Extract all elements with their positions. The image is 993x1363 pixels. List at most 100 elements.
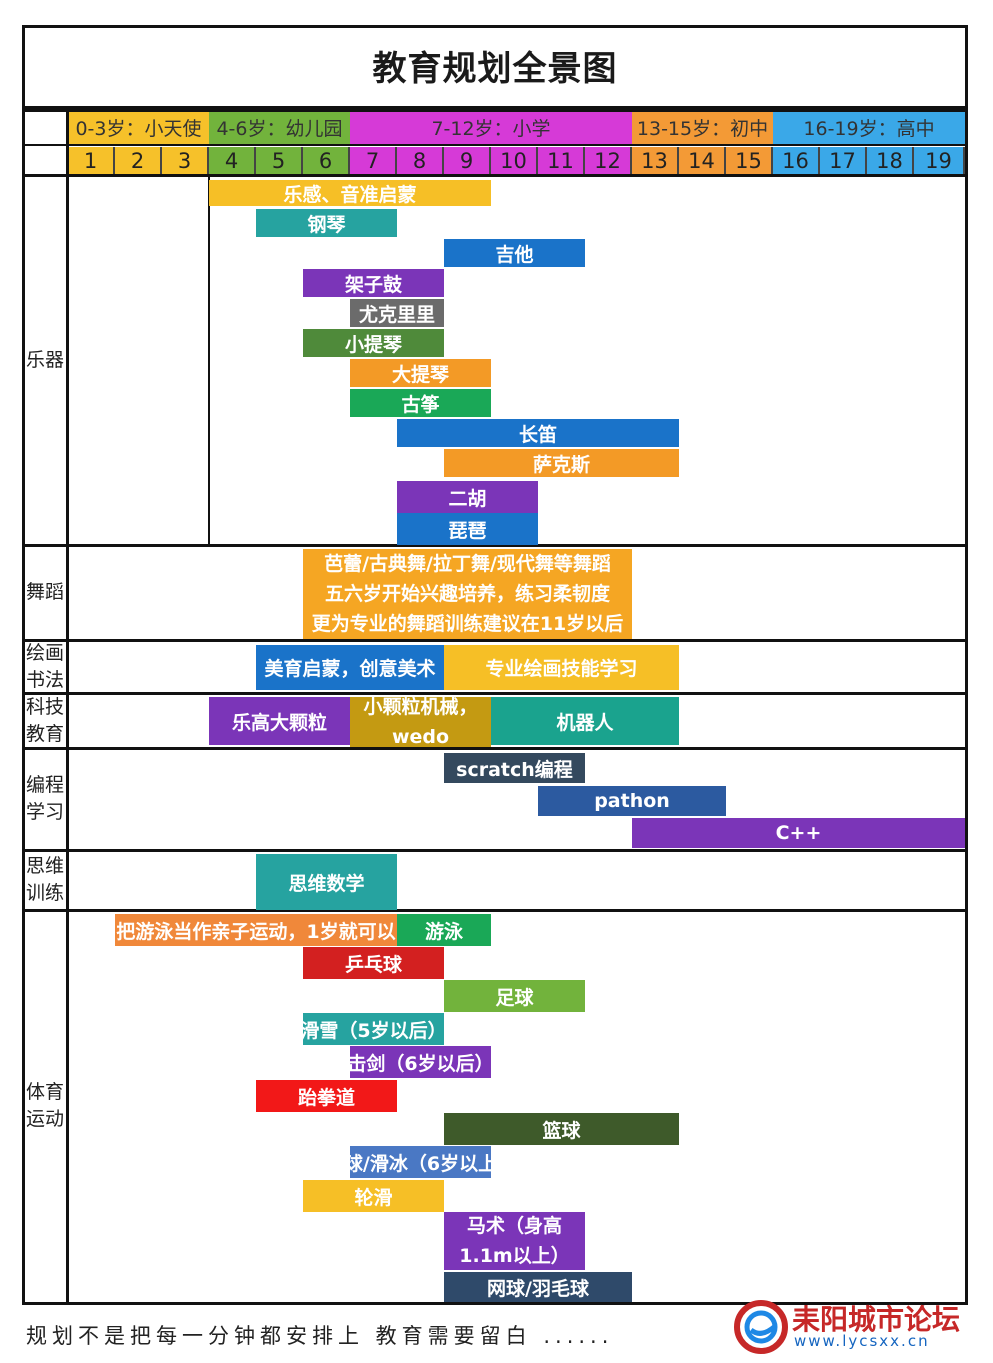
activity-bar-label: 把游泳当作亲子运动，1岁就可以 (116, 920, 396, 943)
activity-bar: 吉他 (444, 239, 585, 267)
activity-bar-label: 芭蕾/古典舞/拉丁舞/现代舞等舞蹈 (324, 553, 611, 575)
activity-bar: 架子鼓 (303, 269, 444, 297)
section-divider (22, 639, 968, 642)
category-label-line: 教育 (26, 722, 65, 745)
activity-bar-label: 网球/羽毛球 (487, 1277, 589, 1300)
activity-bar-label: 古筝 (401, 393, 440, 416)
category-label-line: 运动 (26, 1108, 65, 1130)
activity-bar-label: pathon (594, 790, 670, 812)
activity-bar-label: 轮滑 (354, 1186, 393, 1209)
age-cell: 14 (679, 147, 726, 176)
category-label: 体育 运动 (26, 910, 68, 1302)
activity-bar-label: 大提琴 (391, 363, 449, 386)
activity-bar: 芭蕾/古典舞/拉丁舞/现代舞等舞蹈 五六岁开始兴趣培养，练习柔韧度 更为专业的舞蹈训… (303, 549, 632, 639)
activity-bar-label: 五六岁开始兴趣培养，练习柔韧度 (324, 583, 610, 605)
activity-bar: 足球 (444, 980, 585, 1012)
activity-bar-label: wedo (391, 726, 450, 747)
activity-bar: 美育启蒙，创意美术 (256, 645, 444, 690)
site-watermark: 耒阳城市论坛 www.lycsxx.cn (734, 1296, 984, 1356)
activity-bar: 把游泳当作亲子运动，1岁就可以 (115, 914, 397, 946)
activity-bar-label: 篮球 (542, 1119, 581, 1142)
section-divider (22, 747, 968, 750)
section-divider (22, 544, 968, 547)
activity-bar-label: 钢琴 (307, 213, 346, 236)
activity-bar-label: 马术（身高 (466, 1215, 562, 1237)
activity-bar-label: 乒乓球 (344, 953, 402, 976)
activity-bar: 大提琴 (350, 359, 491, 387)
section-divider (22, 692, 968, 695)
category-column-divider (66, 109, 69, 1305)
activity-bar-label: 冰球/滑冰（6岁以上） (350, 1152, 491, 1175)
activity-bar: 小提琴 (303, 329, 444, 357)
activity-bar: C++ (632, 818, 965, 848)
activity-bar-label: 游泳 (424, 920, 463, 943)
activity-bar-label: 滑雪（5岁以后） (303, 1019, 444, 1042)
age-cell: 15 (726, 147, 773, 176)
stage-label: 0-3岁：小天使 (68, 112, 209, 146)
activity-bar: 篮球 (444, 1113, 679, 1145)
activity-bar-label: 跆拳道 (297, 1086, 355, 1109)
category-label-line: 科技 (26, 695, 65, 718)
activity-bar: 网球/羽毛球 (444, 1272, 632, 1302)
stage-label: 13-15岁：初中 (632, 112, 773, 146)
activity-bar-label: 吉他 (495, 243, 534, 266)
activity-bar: 轮滑 (303, 1180, 444, 1212)
activity-bar: 萨克斯 (444, 449, 679, 477)
category-label-line: 乐器 (26, 349, 65, 371)
category-label-line: 书法 (26, 668, 65, 691)
activity-bar: 琵琶 (397, 513, 538, 545)
age-cell: 19 (914, 147, 965, 176)
activity-bar-label: 萨克斯 (532, 453, 590, 476)
age-cell: 18 (867, 147, 914, 176)
age-cell: 1 (68, 147, 115, 176)
activity-bar-label: 思维数学 (288, 872, 365, 895)
site-logo-icon (734, 1300, 788, 1354)
activity-bar-label: 1.1m以上） (459, 1245, 570, 1267)
age-cell: 9 (444, 147, 491, 176)
activity-bar: 专业绘画技能学习 (444, 645, 679, 690)
activity-bar-label: 专业绘画技能学习 (485, 658, 638, 680)
age-cell: 16 (773, 147, 820, 176)
age-cell: 12 (585, 147, 632, 176)
age-cell: 3 (162, 147, 209, 176)
chart-title-row: 教育规划全景图 (22, 25, 968, 109)
activity-bar: 乐高大颗粒 (209, 697, 350, 745)
stage-label: 4-6岁：幼儿园 (209, 112, 350, 146)
header-divider (22, 174, 968, 177)
activity-bar-label: 更为专业的舞蹈训练建议在11岁以后 (311, 613, 624, 635)
header-divider (22, 109, 968, 112)
age-cell: 6 (303, 147, 350, 176)
site-url: www.lycsxx.cn (794, 1332, 930, 1350)
activity-bar-label: C++ (775, 822, 822, 844)
category-label: 舞蹈 (26, 545, 68, 640)
activity-bar-label: 小颗粒机械， (363, 697, 478, 718)
activity-bar-label: 乐高大颗粒 (231, 711, 327, 734)
age-cell: 13 (632, 147, 679, 176)
activity-bar-label: 长笛 (518, 423, 557, 446)
activity-bar: 乒乓球 (303, 947, 444, 979)
activity-bar: 机器人 (491, 697, 679, 745)
activity-bar: 尤克里里 (350, 299, 444, 327)
age-cell: 4 (209, 147, 256, 176)
header-divider (22, 144, 968, 146)
activity-bar-label: 架子鼓 (344, 273, 402, 296)
category-label: 思维 训练 (26, 850, 68, 910)
activity-bar-label: 尤克里里 (358, 303, 435, 326)
activity-bar: 跆拳道 (256, 1080, 397, 1112)
age-cell: 7 (350, 147, 397, 176)
category-label-line: 编程 (26, 774, 65, 796)
activity-bar: 长笛 (397, 419, 679, 447)
section-divider (22, 849, 968, 852)
activity-bar: 二胡 (397, 481, 538, 513)
activity-bar: 击剑（6岁以后） (350, 1046, 491, 1078)
category-label: 编程 学习 (26, 748, 68, 850)
activity-bar-label: 二胡 (448, 487, 487, 510)
category-label-line: 思维 (26, 855, 65, 877)
activity-bar: 思维数学 (256, 854, 397, 910)
activity-bar-label: 琵琶 (448, 519, 487, 542)
category-label-line: 绘画 (26, 641, 65, 664)
chart-title: 教育规划全景图 (372, 49, 618, 89)
age-cell: 5 (256, 147, 303, 176)
activity-bar: 乐感、音准启蒙 (209, 180, 491, 206)
category-label-line: 体育 (26, 1081, 65, 1103)
